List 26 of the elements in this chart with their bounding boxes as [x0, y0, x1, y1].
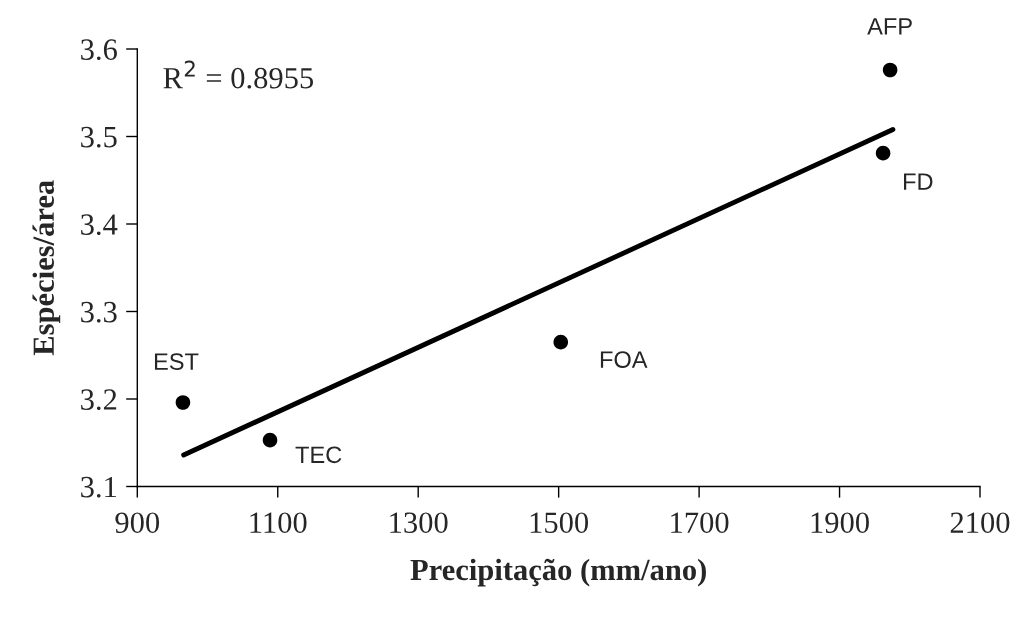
point — [875, 145, 891, 161]
y-tick-label: 3.2 — [81, 389, 117, 411]
point — [175, 395, 191, 410]
point — [882, 62, 898, 78]
annotation: FOA — [600, 351, 648, 368]
x-axis-title: Precipitação (mm/ano) — [410, 558, 706, 587]
x-tick-label: 1900 — [811, 512, 869, 533]
y-tick-label: 3.1 — [81, 476, 117, 498]
point — [553, 334, 569, 350]
y-tick-label: 3.3 — [81, 301, 117, 323]
annotation: FD — [904, 173, 933, 190]
annotation: TEC — [295, 446, 342, 464]
y-tick-label: 3.6 — [81, 39, 117, 61]
y-tick-label: 3.4 — [81, 214, 118, 236]
x-tick-label: 2100 — [950, 512, 1010, 533]
x-tick-label: 1300 — [390, 512, 448, 533]
x-tick-label: 1700 — [671, 512, 729, 533]
x-tick-label: 1500 — [530, 512, 589, 533]
annotation: R$^{2}$ = 0.8955 — [163, 60, 314, 89]
annotation: EST — [154, 353, 199, 370]
x-tick-label: 1100 — [250, 512, 307, 533]
annotation: AFP — [867, 18, 912, 35]
point — [262, 432, 278, 448]
y-axis-title: Espécies/área — [32, 180, 61, 356]
x-tick-label: 900 — [115, 512, 160, 533]
y-tick-label: 3.5 — [81, 126, 117, 148]
